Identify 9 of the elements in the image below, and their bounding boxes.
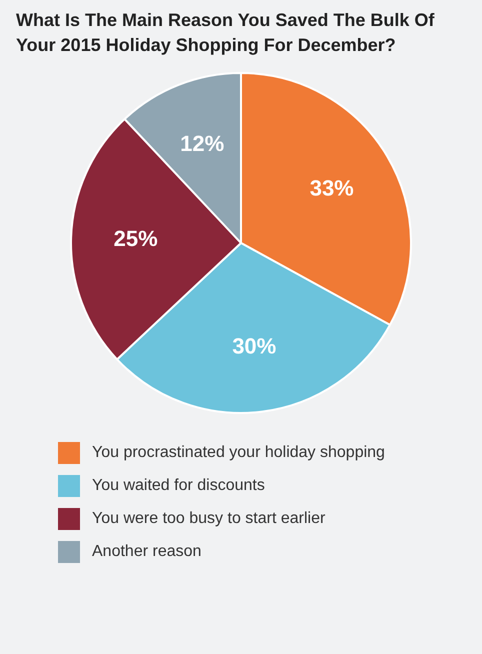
chart-title: What Is The Main Reason You Saved The Bulk Of Your 2015 Holiday Shopping For December? (15, 9, 436, 57)
legend-label: You procrastinated your holiday shopping (92, 444, 385, 462)
legend-label: You were too busy to start earlier (92, 510, 326, 528)
data-label: 33% (310, 175, 354, 200)
data-label: 12% (180, 131, 224, 156)
data-label: 25% (114, 226, 158, 251)
data-label: 30% (232, 334, 276, 359)
legend-label: Another reason (92, 542, 202, 560)
legend-label: You waited for discounts (92, 476, 265, 494)
